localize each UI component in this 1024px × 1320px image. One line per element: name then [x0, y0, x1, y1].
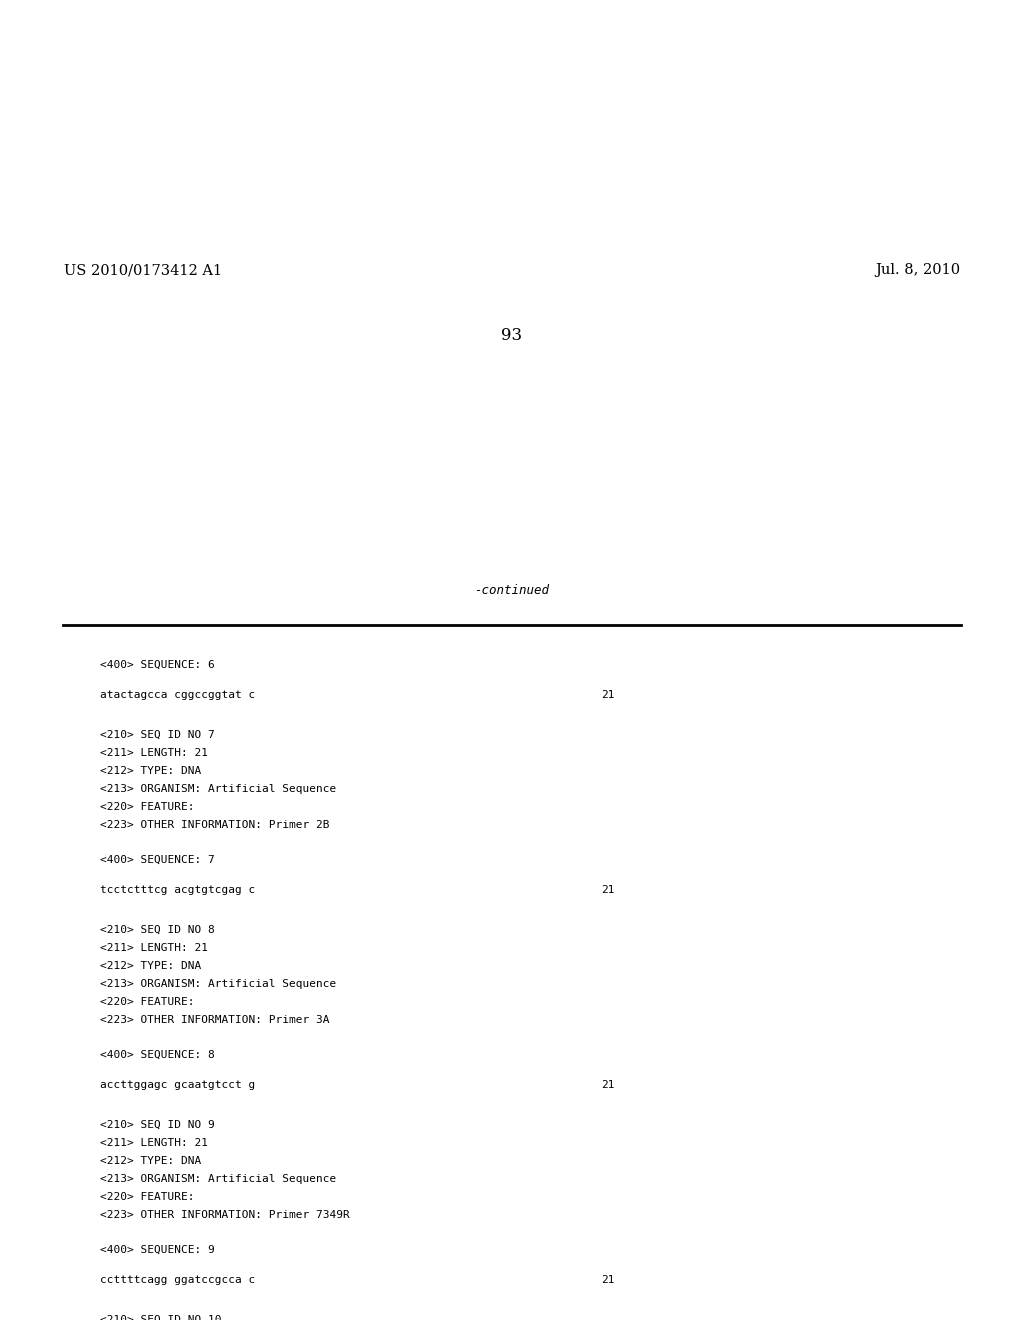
- Text: 21: 21: [601, 884, 614, 895]
- Text: <223> OTHER INFORMATION: Primer 7349R: <223> OTHER INFORMATION: Primer 7349R: [100, 1210, 350, 1220]
- Text: -continued: -continued: [474, 583, 550, 597]
- Text: <400> SEQUENCE: 8: <400> SEQUENCE: 8: [100, 1049, 215, 1060]
- Text: accttggagc gcaatgtcct g: accttggagc gcaatgtcct g: [100, 1080, 256, 1090]
- Text: <212> TYPE: DNA: <212> TYPE: DNA: [100, 766, 202, 776]
- Text: Jul. 8, 2010: Jul. 8, 2010: [874, 263, 961, 277]
- Text: <210> SEQ ID NO 10: <210> SEQ ID NO 10: [100, 1315, 222, 1320]
- Text: ccttttcagg ggatccgcca c: ccttttcagg ggatccgcca c: [100, 1275, 256, 1284]
- Text: 21: 21: [601, 1080, 614, 1090]
- Text: 21: 21: [601, 1275, 614, 1284]
- Text: <211> LENGTH: 21: <211> LENGTH: 21: [100, 748, 208, 758]
- Text: <210> SEQ ID NO 7: <210> SEQ ID NO 7: [100, 730, 215, 741]
- Text: <400> SEQUENCE: 6: <400> SEQUENCE: 6: [100, 660, 215, 671]
- Text: tcctctttcg acgtgtcgag c: tcctctttcg acgtgtcgag c: [100, 884, 256, 895]
- Text: 93: 93: [502, 326, 522, 343]
- Text: <220> FEATURE:: <220> FEATURE:: [100, 803, 195, 812]
- Text: <213> ORGANISM: Artificial Sequence: <213> ORGANISM: Artificial Sequence: [100, 1173, 337, 1184]
- Text: <212> TYPE: DNA: <212> TYPE: DNA: [100, 961, 202, 972]
- Text: 21: 21: [601, 690, 614, 700]
- Text: <211> LENGTH: 21: <211> LENGTH: 21: [100, 1138, 208, 1148]
- Text: <220> FEATURE:: <220> FEATURE:: [100, 1192, 195, 1203]
- Text: US 2010/0173412 A1: US 2010/0173412 A1: [63, 263, 222, 277]
- Text: <220> FEATURE:: <220> FEATURE:: [100, 997, 195, 1007]
- Text: atactagcca cggccggtat c: atactagcca cggccggtat c: [100, 690, 256, 700]
- Text: <212> TYPE: DNA: <212> TYPE: DNA: [100, 1156, 202, 1166]
- Text: <210> SEQ ID NO 8: <210> SEQ ID NO 8: [100, 925, 215, 935]
- Text: <400> SEQUENCE: 7: <400> SEQUENCE: 7: [100, 855, 215, 865]
- Text: <211> LENGTH: 21: <211> LENGTH: 21: [100, 942, 208, 953]
- Text: <223> OTHER INFORMATION: Primer 2B: <223> OTHER INFORMATION: Primer 2B: [100, 820, 330, 830]
- Text: <213> ORGANISM: Artificial Sequence: <213> ORGANISM: Artificial Sequence: [100, 979, 337, 989]
- Text: <210> SEQ ID NO 9: <210> SEQ ID NO 9: [100, 1119, 215, 1130]
- Text: <223> OTHER INFORMATION: Primer 3A: <223> OTHER INFORMATION: Primer 3A: [100, 1015, 330, 1026]
- Text: <400> SEQUENCE: 9: <400> SEQUENCE: 9: [100, 1245, 215, 1255]
- Text: <213> ORGANISM: Artificial Sequence: <213> ORGANISM: Artificial Sequence: [100, 784, 337, 795]
